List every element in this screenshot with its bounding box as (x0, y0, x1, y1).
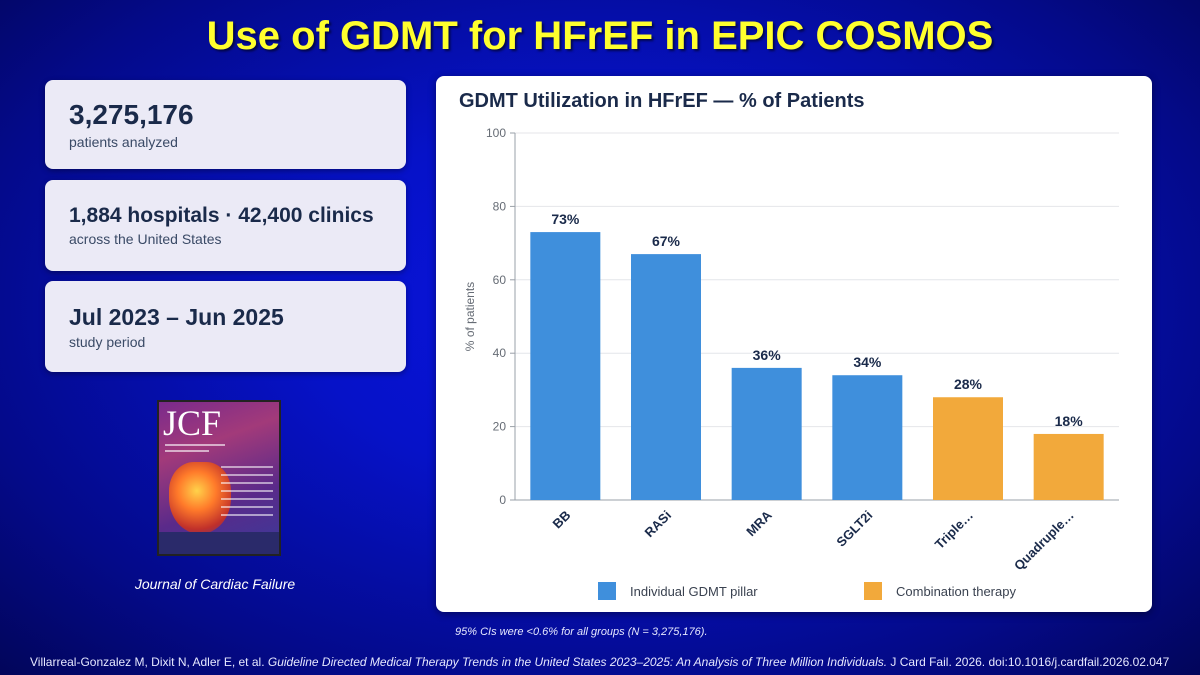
stat-value: 3,275,176 (69, 99, 194, 130)
heart-illustration (169, 462, 231, 534)
data-label: 18% (1055, 413, 1084, 429)
journal-cover-footer (159, 532, 279, 554)
data-label: 73% (551, 211, 580, 227)
x-tick-label: Quadruple… (1011, 508, 1077, 574)
bar-rasi (631, 254, 701, 500)
stat-card-patients: 3,275,176 patients analyzed (45, 80, 406, 169)
journal-cover-image: JCF (157, 400, 281, 556)
journal-cover-logo: JCF (163, 403, 222, 443)
bar-bb (530, 232, 601, 500)
data-label: 28% (954, 376, 983, 392)
stat-label: study period (69, 333, 146, 350)
stat-label: patients analyzed (69, 134, 178, 150)
bar-sglt2i (832, 375, 903, 500)
citation-authors: Villarreal-Gonzalez M, Dixit N, Adler E,… (30, 655, 268, 669)
legend-label-combination: Combination therapy (896, 584, 1016, 599)
legend-swatch-individual (598, 582, 616, 600)
x-tick-label: SGLT2i (833, 508, 875, 550)
legend-swatch-combination (864, 582, 882, 600)
y-axis-label: % of patients (463, 282, 477, 351)
bar-chart: 0 20 40 60 80 100 % of patients 73% BB 67% RASi 36%… (463, 126, 1119, 600)
bar-quadruple (1033, 433, 1104, 500)
citation: Villarreal-Gonzalez M, Dixit N, Adler E,… (30, 655, 1169, 669)
data-label: 36% (753, 347, 782, 363)
x-tick-label: RASi (642, 508, 675, 541)
citation-article: Guideline Directed Medical Therapy Trend… (267, 655, 888, 669)
chart-title: GDMT Utilization in HFrEF — % of Patient… (459, 90, 865, 112)
y-tick-label: 0 (499, 493, 506, 507)
slide-title: Use of GDMT for HFrEF in EPIC COSMOS (206, 14, 994, 58)
y-tick-label: 40 (493, 346, 507, 360)
stat-label: across the United States (69, 231, 222, 247)
y-tick-label: 100 (486, 126, 506, 140)
citation-source: J Card Fail. 2026. doi:10.1016/j.cardfai… (887, 655, 1170, 669)
stat-value: 1,884 hospitals · 42,400 clinics (69, 204, 374, 227)
x-tick-label: BB (550, 508, 574, 532)
data-label: 34% (853, 354, 882, 370)
y-tick-label: 20 (493, 420, 507, 434)
x-tick-label: MRA (743, 507, 775, 539)
x-tick-label: Triple… (932, 508, 976, 552)
data-label: 67% (652, 233, 681, 249)
footnote: 95% CIs were <0.6% for all groups (N = 3… (455, 626, 708, 638)
y-tick-label: 80 (493, 199, 507, 213)
bar-triple (933, 397, 1003, 500)
bar-mra (731, 367, 802, 500)
legend-label-individual: Individual GDMT pillar (630, 584, 758, 599)
journal-caption: Journal of Cardiac Failure (134, 576, 296, 592)
stat-value: Jul 2023 – Jun 2025 (69, 303, 284, 330)
y-tick-label: 60 (493, 273, 507, 287)
stat-card-period: Jul 2023 – Jun 2025 study period (45, 281, 406, 372)
stat-card-sites: 1,884 hospitals · 42,400 clinics across … (45, 180, 406, 271)
chart-panel: GDMT Utilization in HFrEF — % of Patient… (436, 76, 1152, 612)
